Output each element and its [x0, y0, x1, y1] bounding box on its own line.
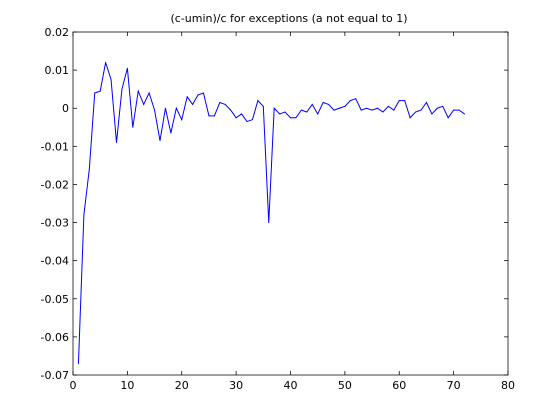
data-point — [143, 103, 145, 105]
data-point — [360, 109, 362, 111]
data-point — [453, 109, 455, 111]
data-point — [268, 222, 270, 224]
data-point — [425, 102, 427, 104]
data-point — [279, 113, 281, 115]
y-tick-label: -0.02 — [41, 178, 69, 191]
data-point — [224, 103, 226, 105]
data-point — [116, 142, 117, 144]
x-tick-label: 60 — [392, 379, 406, 392]
y-tick-label: 0.01 — [45, 64, 70, 77]
data-point — [175, 107, 177, 109]
data-point — [436, 107, 438, 109]
y-tick-labels: 0.02 0.01 0 -0.01 -0.02 -0.03 -0.04 -0.05 -0.06 -… — [41, 26, 69, 382]
data-point — [300, 109, 302, 111]
data-point — [164, 107, 166, 109]
data-point — [398, 100, 400, 102]
data-point — [197, 94, 199, 96]
data-point — [246, 121, 248, 123]
series-line — [77, 62, 465, 364]
data-point — [322, 102, 324, 104]
data-point — [230, 109, 232, 111]
data-point — [377, 107, 378, 109]
data-point — [186, 96, 188, 98]
data-point — [192, 103, 194, 105]
y-tick-label: 0 — [62, 102, 69, 115]
x-tick-label: 20 — [175, 379, 189, 392]
x-tick-label: 0 — [70, 379, 77, 392]
y-tick-label: -0.06 — [41, 331, 69, 344]
data-point — [431, 113, 433, 115]
data-point — [366, 107, 368, 109]
data-point — [338, 107, 340, 109]
data-point — [126, 67, 128, 69]
data-point — [333, 109, 335, 111]
data-point — [420, 109, 422, 111]
data-point — [181, 119, 183, 121]
data-point — [94, 92, 96, 94]
data-point — [137, 90, 139, 92]
data-point — [447, 117, 449, 119]
data-point — [371, 109, 373, 111]
data-point — [409, 117, 411, 119]
data-point — [464, 113, 465, 115]
data-point — [257, 100, 259, 102]
data-point — [88, 168, 90, 170]
data-point — [355, 98, 357, 100]
data-point — [213, 115, 215, 117]
data-point — [458, 109, 460, 111]
y-tick-label: -0.07 — [41, 369, 69, 382]
data-point — [208, 115, 210, 117]
y-tick-label: -0.03 — [41, 217, 69, 230]
data-points — [77, 61, 465, 365]
x-tick-labels: 0 10 20 30 40 50 60 70 80 — [70, 379, 516, 392]
x-tick-label: 10 — [120, 379, 134, 392]
data-point — [99, 90, 101, 92]
data-point — [132, 126, 134, 128]
data-point — [284, 111, 286, 113]
data-point — [121, 88, 123, 90]
y-tick-label: -0.01 — [41, 140, 69, 153]
data-point — [442, 105, 444, 107]
data-point — [393, 109, 395, 111]
data-point — [311, 103, 313, 105]
data-point — [415, 111, 417, 113]
data-point — [344, 105, 346, 107]
data-point — [235, 117, 237, 119]
data-point — [290, 117, 291, 119]
y-tick-label: -0.05 — [41, 293, 69, 306]
plot-area — [72, 31, 509, 376]
x-tick-label: 50 — [338, 379, 352, 392]
data-point — [170, 132, 172, 134]
data-point — [105, 61, 107, 63]
data-point — [273, 107, 275, 109]
data-point — [295, 117, 297, 119]
data-point — [110, 79, 112, 81]
data-point — [382, 111, 384, 113]
data-point — [203, 92, 204, 94]
data-point — [148, 92, 150, 94]
data-point — [317, 113, 319, 115]
data-point — [404, 100, 406, 102]
data-point — [262, 105, 264, 107]
data-point — [387, 105, 389, 107]
data-point — [83, 214, 85, 216]
data-point — [251, 119, 253, 121]
data-point — [306, 111, 308, 113]
x-tick-label: 80 — [501, 379, 515, 392]
data-point — [159, 140, 161, 142]
data-point — [154, 109, 156, 111]
x-tick-label: 40 — [284, 379, 298, 392]
data-point — [219, 102, 221, 104]
x-tick-label: 70 — [447, 379, 461, 392]
axis-ticks — [72, 31, 509, 376]
data-point — [328, 103, 330, 105]
data-point — [77, 363, 79, 365]
x-tick-label: 30 — [229, 379, 243, 392]
y-tick-label: -0.04 — [41, 255, 69, 268]
y-tick-label: 0.02 — [45, 26, 70, 39]
chart-title: (c-umin)/c for exceptions (a not equal t… — [170, 12, 407, 25]
data-point — [241, 113, 243, 115]
data-point — [349, 100, 351, 102]
